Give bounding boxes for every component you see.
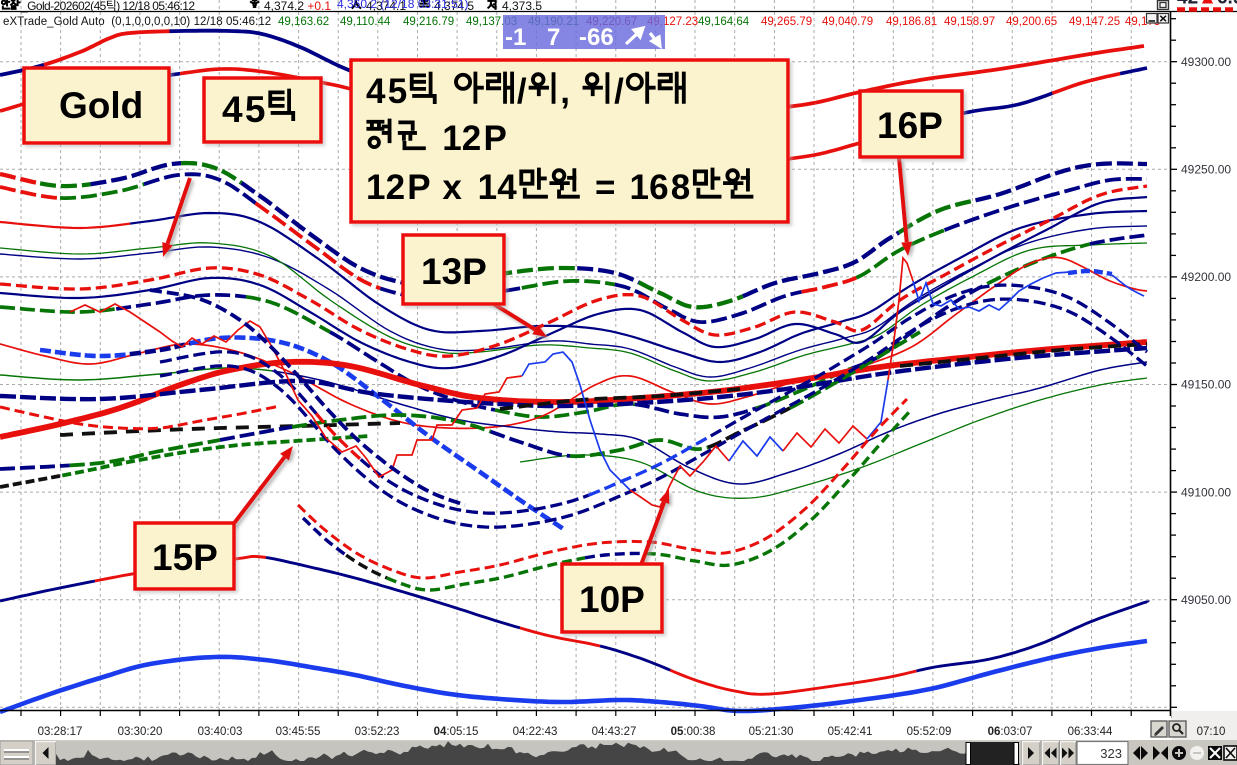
svg-text:4,360.2 (12/18 03:31:51): 4,360.2 (12/18 03:31:51) — [337, 0, 468, 11]
svg-text:1: 1 — [366, 168, 385, 207]
svg-text:4: 4 — [366, 72, 386, 111]
svg-text:49250.00: 49250.00 — [1181, 163, 1231, 177]
svg-text:49,186.81: 49,186.81 — [886, 16, 937, 28]
svg-text:-66: -66 — [579, 24, 614, 51]
svg-text:49050.00: 49050.00 — [1181, 593, 1231, 607]
svg-text:03:40:03: 03:40:03 — [198, 726, 243, 738]
svg-text:05:00:38: 05:00:38 — [671, 726, 716, 738]
svg-text:05:21:30: 05:21:30 — [749, 726, 794, 738]
svg-text:6: 6 — [649, 168, 668, 207]
svg-text:03:52:23: 03:52:23 — [355, 726, 400, 738]
svg-text:49,158.97: 49,158.97 — [944, 16, 995, 28]
svg-text:5: 5 — [388, 72, 407, 111]
svg-text:4,374.5: 4,374.5 — [434, 0, 474, 13]
svg-text:49300.00: 49300.00 — [1181, 55, 1231, 69]
svg-text:13P: 13P — [421, 251, 487, 292]
svg-text:06:03:07: 06:03:07 — [988, 726, 1033, 738]
svg-text:03:45:55: 03:45:55 — [276, 726, 321, 738]
svg-text:49,040.79: 49,040.79 — [822, 16, 873, 28]
svg-text:05:42:41: 05:42:41 — [828, 726, 873, 738]
svg-text:49,200.65: 49,200.65 — [1006, 16, 1057, 28]
svg-text:eXTrade_Gold Auto (0,1,0,0,0,: eXTrade_Gold Auto (0,1,0,0,0,0,10) 12/18… — [3, 16, 271, 28]
svg-text:/: / — [614, 72, 624, 111]
svg-text:42▲6.9: 42▲6.9 — [1177, 0, 1237, 9]
svg-text:15P: 15P — [152, 537, 218, 578]
svg-text:4: 4 — [222, 89, 243, 130]
svg-text:49100.00: 49100.00 — [1181, 485, 1231, 499]
svg-text:04:05:15: 04:05:15 — [434, 726, 479, 738]
svg-text:P: P — [484, 119, 507, 158]
svg-text:06:33:44: 06:33:44 — [1068, 726, 1113, 738]
svg-text:49,164.64: 49,164.64 — [698, 16, 750, 28]
svg-text:49,216.79: 49,216.79 — [403, 16, 454, 28]
svg-text:7: 7 — [547, 24, 560, 51]
svg-text:5: 5 — [245, 89, 266, 130]
svg-text:49150.00: 49150.00 — [1181, 378, 1231, 392]
svg-text:2: 2 — [462, 119, 481, 158]
svg-text:x: x — [442, 168, 462, 207]
svg-text:07:10: 07:10 — [1197, 726, 1226, 738]
svg-text:1: 1 — [442, 119, 461, 158]
svg-text:4: 4 — [497, 168, 517, 207]
svg-text:16P: 16P — [877, 105, 943, 146]
svg-text:49,265.79: 49,265.79 — [761, 16, 812, 28]
svg-text:_Gold-202602(45틱) 12/18 05:46:: _Gold-202602(45틱) 12/18 05:46:12 — [20, 0, 195, 13]
svg-text:323: 323 — [1100, 746, 1122, 761]
svg-text:03:28:17: 03:28:17 — [38, 726, 83, 738]
svg-text:-1: -1 — [505, 24, 526, 51]
svg-text:49,110.44: 49,110.44 — [340, 16, 391, 28]
svg-text:49,147.25: 49,147.25 — [1069, 16, 1120, 28]
svg-text:8: 8 — [671, 168, 690, 207]
svg-text:05:52:09: 05:52:09 — [907, 726, 952, 738]
svg-text:4,373.5: 4,373.5 — [502, 0, 542, 13]
svg-text:4,374.2 +0.1: 4,374.2 +0.1 — [264, 0, 331, 13]
svg-text:/: / — [517, 72, 527, 111]
svg-text:1: 1 — [478, 168, 497, 207]
svg-text:,: , — [560, 72, 570, 111]
svg-text:Gold: Gold — [59, 85, 143, 126]
svg-text:49200.00: 49200.00 — [1181, 270, 1231, 284]
svg-text:10P: 10P — [579, 579, 645, 620]
svg-text:03:30:20: 03:30:20 — [118, 726, 163, 738]
svg-text:04:22:43: 04:22:43 — [513, 726, 558, 738]
svg-text:49,163.62: 49,163.62 — [278, 16, 329, 28]
svg-text:4,374.1: 4,374.1 — [366, 0, 406, 13]
svg-text:2: 2 — [386, 168, 405, 207]
svg-text:04:43:27: 04:43:27 — [592, 726, 637, 738]
svg-text:1: 1 — [630, 168, 649, 207]
svg-text:P: P — [407, 168, 430, 207]
svg-text:=: = — [595, 168, 615, 207]
